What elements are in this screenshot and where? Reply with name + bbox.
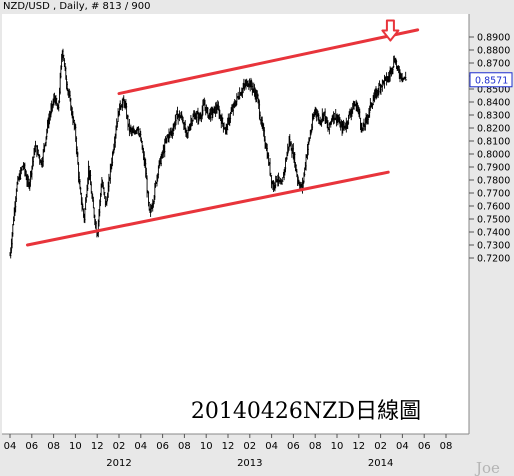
y-tick-label: 0.7300: [477, 241, 510, 252]
x-tick-label: 02: [374, 441, 387, 452]
y-tick-label: 0.8400: [477, 98, 510, 109]
down-arrow-icon: [381, 19, 400, 42]
y-tick-label: 0.8500: [477, 85, 510, 96]
x-tick-label: 10: [69, 441, 82, 452]
x-year-label: 2013: [237, 458, 262, 469]
x-tick-label: 04: [265, 441, 278, 452]
x-tick-label: 08: [178, 441, 191, 452]
chart-header: NZD/USD , Daily, # 813 / 900: [3, 1, 151, 12]
x-tick-label: 12: [352, 441, 365, 452]
y-tick-label: 0.7900: [477, 163, 510, 174]
y-tick-label: 0.8000: [477, 150, 510, 161]
last-price-label: 0.8571: [475, 75, 508, 86]
y-tick-label: 0.8900: [477, 33, 510, 44]
x-tick-label: 08: [309, 441, 322, 452]
x-tick-label: 12: [91, 441, 104, 452]
y-tick-label: 0.7800: [477, 176, 510, 187]
y-tick-label: 0.8300: [477, 111, 510, 122]
y-tick-label: 0.7700: [477, 189, 510, 200]
x-tick-label: 04: [4, 441, 17, 452]
x-tick-label: 02: [243, 441, 256, 452]
channel-lines: [25, 28, 420, 247]
x-tick-label: 08: [440, 441, 453, 452]
timeframe-label: Daily: [59, 1, 85, 12]
bar-counter: # 813 / 900: [91, 1, 151, 12]
x-tick-label: 12: [222, 441, 235, 452]
symbol-label: NZD/USD: [3, 1, 50, 12]
x-tick-label: 06: [287, 441, 300, 452]
channel-line-upper: [117, 28, 420, 96]
y-tick-label: 0.8700: [477, 59, 510, 70]
y-tick-label: 0.7200: [477, 254, 510, 265]
x-year-label: 2012: [106, 458, 131, 469]
y-tick-label: 0.8200: [477, 124, 510, 135]
channel-line-lower: [25, 170, 390, 247]
x-axis: 04 06 08 10 12 02 04 06 08 10 12 02 04 06 08 10 12 02 04 06…: [4, 434, 453, 469]
x-tick-label: 10: [331, 441, 344, 452]
plot-area: [2, 14, 469, 434]
x-year-label: 2014: [368, 458, 393, 469]
x-tick-label: 04: [396, 441, 409, 452]
chart-annotation: 20140426NZD日線圖: [191, 399, 421, 424]
x-tick-label: 06: [25, 441, 38, 452]
x-tick-label: 08: [47, 441, 60, 452]
x-tick-label: 06: [156, 441, 169, 452]
x-tick-label: 10: [200, 441, 213, 452]
y-axis: 0.89000.88000.87000.86000.85000.84000.83…: [469, 33, 513, 265]
x-tick-label: 02: [113, 441, 126, 452]
y-tick-label: 0.8800: [477, 46, 510, 57]
y-tick-label: 0.7400: [477, 228, 510, 239]
y-tick-label: 0.7500: [477, 215, 510, 226]
last-price-box: [469, 72, 513, 88]
watermark: Joe: [474, 459, 500, 476]
y-tick-label: 0.8100: [477, 137, 510, 148]
marker-layer: [381, 19, 400, 42]
y-tick-label: 0.7600: [477, 202, 510, 213]
x-tick-label: 06: [418, 441, 431, 452]
price-bars: [9, 48, 408, 259]
x-tick-label: 04: [134, 441, 147, 452]
